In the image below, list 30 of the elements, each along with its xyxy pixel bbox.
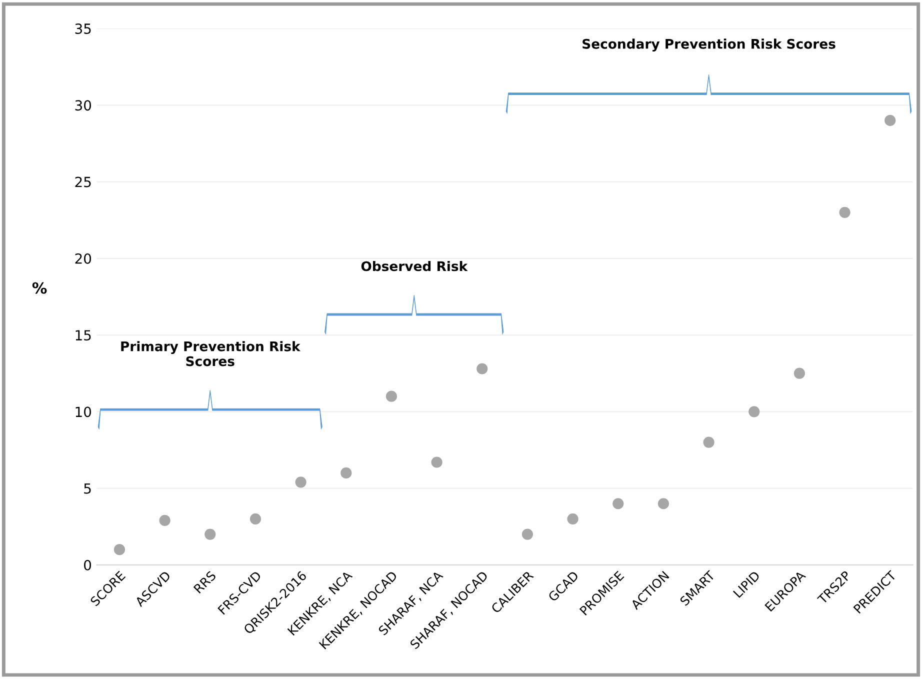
point: [703, 436, 714, 448]
point: [794, 368, 806, 379]
point: [159, 514, 170, 526]
y-tick-label: 25: [75, 176, 91, 188]
y-tick-label: 15: [76, 330, 91, 341]
point: [476, 363, 488, 374]
point: [522, 528, 534, 540]
annotation: Observed Risk: [361, 260, 468, 272]
y-tick-label: 35: [75, 23, 91, 34]
point: [748, 406, 760, 418]
y-tick-label: 20: [75, 253, 92, 264]
point: [431, 456, 442, 468]
point: [386, 390, 398, 402]
annotation: Primary Prevention Risk Scores: [121, 341, 301, 366]
point: [884, 114, 896, 126]
annotation: Secondary Prevention Risk Scores: [582, 38, 836, 52]
point: [839, 206, 850, 218]
y-tick-label: 10: [76, 406, 92, 418]
y-tick-label: 5: [84, 483, 91, 494]
point: [658, 498, 670, 510]
point: [612, 498, 624, 510]
point: [295, 476, 306, 488]
point: [114, 544, 126, 556]
y-axis-title: %: [32, 282, 47, 294]
point: [340, 467, 352, 479]
point: [250, 513, 262, 525]
y-tick-label: 30: [75, 100, 92, 111]
point: [204, 528, 216, 540]
y-tick-label: 0: [84, 560, 92, 570]
point: [567, 513, 578, 525]
